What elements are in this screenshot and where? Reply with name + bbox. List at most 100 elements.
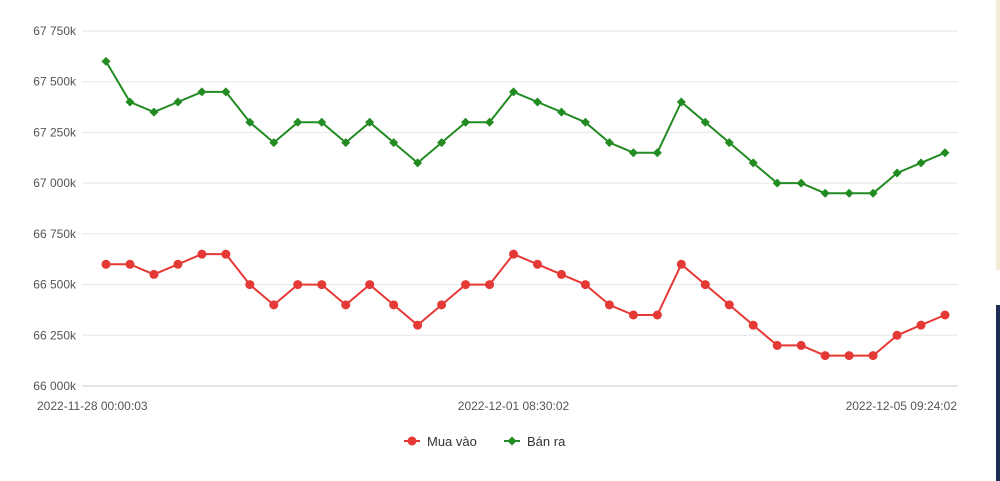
data-point[interactable] — [365, 117, 375, 127]
data-point[interactable] — [748, 158, 758, 168]
data-point[interactable] — [437, 300, 447, 310]
data-point[interactable] — [341, 138, 351, 148]
y-tick-label: 66 500k — [33, 278, 77, 292]
data-point[interactable] — [556, 269, 566, 279]
data-point[interactable] — [365, 280, 375, 290]
data-point[interactable] — [772, 340, 782, 350]
legend-marker — [507, 436, 517, 446]
data-point[interactable] — [820, 188, 830, 198]
right-edge-accent-top — [996, 0, 1000, 270]
data-point[interactable] — [724, 138, 734, 148]
data-point[interactable] — [604, 138, 614, 148]
data-point[interactable] — [293, 280, 303, 290]
data-point[interactable] — [844, 188, 854, 198]
series-line-1 — [105, 60, 946, 195]
data-point[interactable] — [221, 87, 231, 97]
data-point[interactable] — [748, 320, 758, 330]
data-point[interactable] — [509, 249, 519, 259]
series-1 — [101, 56, 950, 198]
x-tick-label: 2022-11-28 00:00:03 — [37, 399, 148, 413]
data-point[interactable] — [389, 300, 399, 310]
y-tick-label: 67 500k — [33, 75, 77, 89]
series-0 — [101, 249, 950, 361]
series-layer — [101, 56, 950, 361]
data-point[interactable] — [485, 117, 495, 127]
legend-item-0[interactable]: Mua vào — [404, 434, 477, 449]
legend-marker — [407, 436, 417, 446]
data-point[interactable] — [892, 330, 902, 340]
data-point[interactable] — [341, 300, 351, 310]
data-point[interactable] — [173, 259, 183, 269]
data-point[interactable] — [485, 280, 495, 290]
data-point[interactable] — [892, 168, 902, 178]
data-point[interactable] — [197, 249, 207, 259]
data-point[interactable] — [437, 138, 447, 148]
data-point[interactable] — [461, 117, 471, 127]
x-tick-label: 2022-12-01 08:30:02 — [458, 399, 570, 413]
data-point[interactable] — [461, 280, 471, 290]
data-point[interactable] — [868, 351, 878, 361]
data-point[interactable] — [269, 300, 279, 310]
x-tick-label: 2022-12-05 09:24:02 — [846, 399, 958, 413]
data-point[interactable] — [580, 117, 590, 127]
data-point[interactable] — [916, 158, 926, 168]
data-point[interactable] — [676, 259, 686, 269]
y-tick-label: 67 250k — [33, 125, 77, 139]
data-point[interactable] — [269, 138, 279, 148]
data-point[interactable] — [916, 320, 926, 330]
data-point[interactable] — [772, 178, 782, 188]
data-point[interactable] — [604, 300, 614, 310]
x-axis-ticks: 2022-11-28 00:00:03 2022-12-01 08:30:02 20… — [37, 399, 957, 413]
data-point[interactable] — [676, 97, 686, 107]
data-point[interactable] — [724, 300, 734, 310]
series-line-0 — [106, 253, 946, 357]
data-point[interactable] — [652, 148, 662, 158]
y-tick-label: 66 250k — [33, 328, 77, 342]
y-tick-label: 66 000k — [33, 379, 77, 393]
data-point[interactable] — [796, 178, 806, 188]
data-point[interactable] — [101, 259, 111, 269]
data-point[interactable] — [628, 310, 638, 320]
data-point[interactable] — [317, 280, 327, 290]
data-point[interactable] — [317, 117, 327, 127]
data-point[interactable] — [221, 249, 231, 259]
y-tick-label: 67 750k — [33, 24, 77, 38]
data-point[interactable] — [509, 87, 519, 97]
grid-lines — [82, 30, 958, 387]
data-point[interactable] — [173, 97, 183, 107]
legend-label: Mua vào — [427, 434, 477, 449]
data-point[interactable] — [245, 280, 255, 290]
right-edge-accent-bottom — [996, 305, 1000, 481]
data-point[interactable] — [700, 280, 710, 290]
data-point[interactable] — [652, 310, 662, 320]
y-tick-label: 67 000k — [33, 176, 77, 190]
data-point[interactable] — [413, 320, 423, 330]
data-point[interactable] — [844, 351, 854, 361]
data-point[interactable] — [532, 97, 542, 107]
data-point[interactable] — [149, 107, 159, 117]
data-point[interactable] — [940, 310, 950, 320]
legend[interactable]: Mua vào Bán ra — [404, 434, 566, 449]
data-point[interactable] — [101, 56, 111, 66]
data-point[interactable] — [389, 138, 399, 148]
data-point[interactable] — [556, 107, 566, 117]
data-point[interactable] — [700, 117, 710, 127]
data-point[interactable] — [149, 269, 159, 279]
data-point[interactable] — [125, 259, 135, 269]
y-axis-ticks: 66 000k 66 250k 66 500k 66 750k 67 000k 67 25… — [33, 24, 77, 393]
data-point[interactable] — [580, 280, 590, 290]
data-point[interactable] — [197, 87, 207, 97]
legend-item-1[interactable]: Bán ra — [504, 434, 566, 449]
data-point[interactable] — [125, 97, 135, 107]
data-point[interactable] — [796, 340, 806, 350]
data-point[interactable] — [868, 188, 878, 198]
data-point[interactable] — [532, 259, 542, 269]
data-point[interactable] — [820, 351, 830, 361]
data-point[interactable] — [245, 117, 255, 127]
data-point[interactable] — [628, 148, 638, 158]
y-tick-label: 66 750k — [33, 227, 77, 241]
data-point[interactable] — [413, 158, 423, 168]
data-point[interactable] — [293, 117, 303, 127]
data-point[interactable] — [940, 148, 950, 158]
